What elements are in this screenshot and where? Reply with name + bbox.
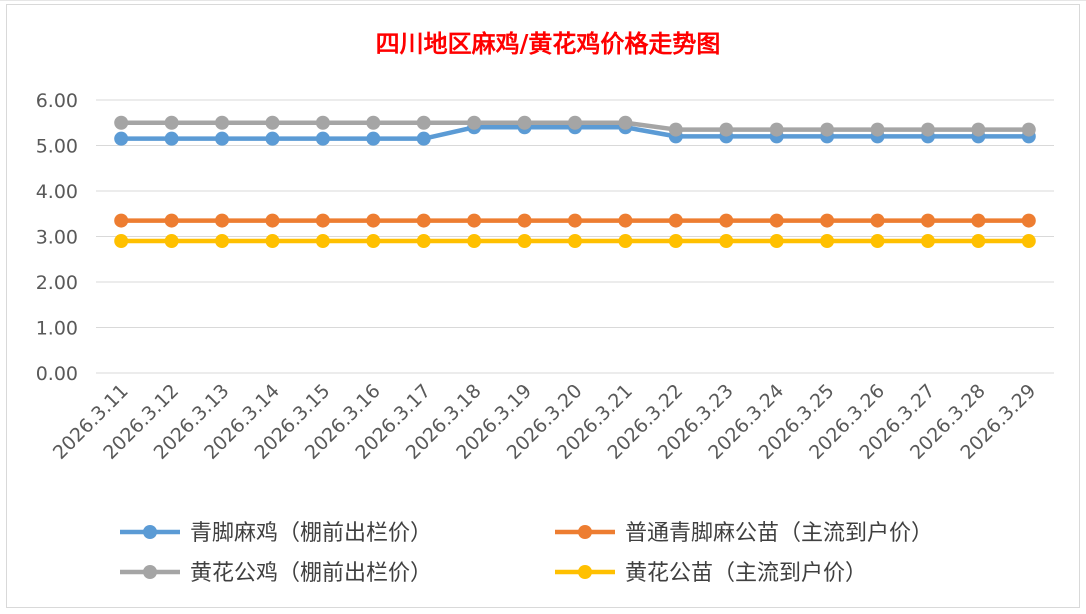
legend-label: 青脚麻鸡（棚前出栏价）: [190, 521, 432, 546]
data-point[interactable]: [1021, 213, 1036, 228]
legend-item[interactable]: 黄花公鸡（棚前出栏价）: [120, 561, 432, 586]
data-point[interactable]: [315, 115, 330, 130]
legend-marker: [143, 565, 157, 579]
data-point[interactable]: [618, 115, 633, 130]
y-tick-label: 6.00: [36, 90, 78, 112]
data-point[interactable]: [920, 213, 935, 228]
data-point[interactable]: [517, 115, 532, 130]
data-point[interactable]: [870, 122, 885, 137]
series-3: [114, 115, 1036, 137]
data-point[interactable]: [769, 234, 784, 249]
data-point[interactable]: [114, 115, 129, 130]
data-point[interactable]: [668, 234, 683, 249]
data-point[interactable]: [769, 122, 784, 137]
x-axis-ticks: 2026.3.112026.3.122026.3.132026.3.142026…: [49, 380, 1041, 464]
legend-label: 黄花公苗（主流到户价）: [625, 561, 867, 586]
data-point[interactable]: [265, 213, 280, 228]
data-point[interactable]: [719, 213, 734, 228]
data-point[interactable]: [114, 213, 129, 228]
data-point[interactable]: [820, 213, 835, 228]
data-point[interactable]: [820, 234, 835, 249]
data-point[interactable]: [971, 234, 986, 249]
data-point[interactable]: [416, 213, 431, 228]
data-point[interactable]: [215, 213, 230, 228]
data-point[interactable]: [1021, 122, 1036, 137]
y-tick-label: 3.00: [36, 227, 78, 249]
data-point[interactable]: [1021, 234, 1036, 249]
legend-label: 黄花公鸡（棚前出栏价）: [190, 561, 432, 586]
data-point[interactable]: [215, 234, 230, 249]
chart-title: 四川地区麻鸡/黄花鸡价格走势图: [376, 29, 721, 58]
legend-marker: [143, 525, 157, 539]
data-point[interactable]: [265, 234, 280, 249]
legend-marker: [578, 565, 592, 579]
series-4: [114, 234, 1036, 249]
data-point[interactable]: [618, 213, 633, 228]
data-point[interactable]: [618, 234, 633, 249]
series-2: [114, 213, 1036, 228]
data-point[interactable]: [315, 234, 330, 249]
data-point[interactable]: [668, 122, 683, 137]
data-point[interactable]: [668, 213, 683, 228]
data-point[interactable]: [769, 213, 784, 228]
data-point[interactable]: [920, 122, 935, 137]
data-point[interactable]: [265, 131, 280, 146]
data-point[interactable]: [467, 234, 482, 249]
data-point[interactable]: [719, 122, 734, 137]
data-point[interactable]: [416, 234, 431, 249]
y-tick-label: 5.00: [36, 136, 78, 158]
data-point[interactable]: [870, 213, 885, 228]
y-tick-label: 1.00: [36, 318, 78, 340]
data-point[interactable]: [467, 213, 482, 228]
legend-label: 普通青脚麻公苗（主流到户价）: [625, 521, 933, 546]
data-point[interactable]: [971, 122, 986, 137]
data-point[interactable]: [366, 213, 381, 228]
data-point[interactable]: [719, 234, 734, 249]
legend-marker: [578, 525, 592, 539]
data-point[interactable]: [315, 213, 330, 228]
data-point[interactable]: [467, 115, 482, 130]
data-point[interactable]: [870, 234, 885, 249]
data-point[interactable]: [366, 115, 381, 130]
data-point[interactable]: [517, 213, 532, 228]
data-point[interactable]: [315, 131, 330, 146]
gridlines: [96, 99, 1054, 374]
series-lines: [114, 115, 1036, 249]
legend-item[interactable]: 黄花公苗（主流到户价）: [555, 561, 867, 586]
data-point[interactable]: [164, 115, 179, 130]
data-point[interactable]: [114, 234, 129, 249]
data-point[interactable]: [164, 131, 179, 146]
data-point[interactable]: [820, 122, 835, 137]
data-point[interactable]: [416, 115, 431, 130]
y-axis-ticks: 0.00 1.00 2.00 3.00 4.00 5.00 6.00: [36, 90, 78, 385]
data-point[interactable]: [568, 234, 582, 249]
data-point[interactable]: [114, 131, 129, 146]
data-point[interactable]: [164, 213, 179, 228]
data-point[interactable]: [517, 234, 532, 249]
chart-area[interactable]: [6, 4, 1080, 608]
y-tick-label: 4.00: [36, 181, 78, 203]
data-point[interactable]: [265, 115, 280, 130]
data-point[interactable]: [215, 115, 230, 130]
y-tick-label: 0.00: [36, 363, 78, 385]
data-point[interactable]: [366, 131, 381, 146]
data-point[interactable]: [568, 213, 582, 228]
data-point[interactable]: [416, 131, 431, 146]
data-point[interactable]: [920, 234, 935, 249]
data-point[interactable]: [971, 213, 986, 228]
data-point[interactable]: [568, 115, 582, 130]
data-point[interactable]: [366, 234, 381, 249]
y-tick-label: 2.00: [36, 272, 78, 294]
legend: 青脚麻鸡（棚前出栏价） 普通青脚麻公苗（主流到户价） 黄花公鸡（棚前出栏价） 黄花公苗…: [120, 521, 933, 586]
data-point[interactable]: [164, 234, 179, 249]
data-point[interactable]: [215, 131, 230, 146]
legend-item[interactable]: 普通青脚麻公苗（主流到户价）: [555, 521, 933, 546]
legend-item[interactable]: 青脚麻鸡（棚前出栏价）: [120, 521, 432, 546]
